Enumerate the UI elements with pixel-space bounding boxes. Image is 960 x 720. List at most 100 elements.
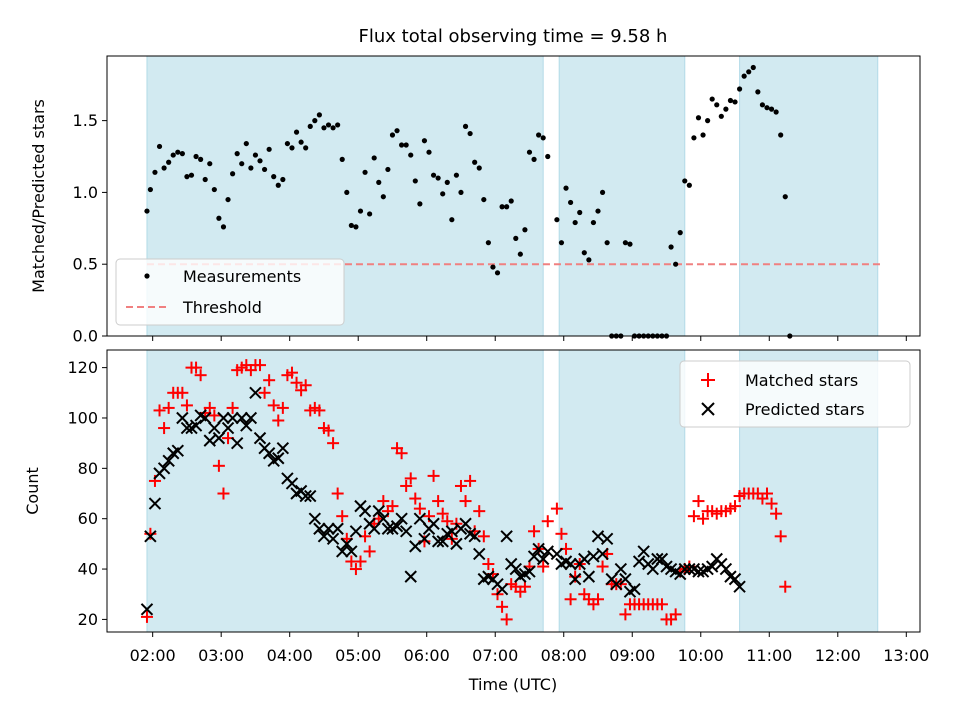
x-stroke [559,555,573,568]
x-stroke [646,562,660,576]
x-stroke [418,532,431,546]
measurement-point [261,166,268,173]
measurement-point [144,208,150,214]
matched-star-point [413,502,426,515]
x-stroke [262,447,276,460]
legend-label-predicted: Predicted stars [745,400,865,419]
measurement-point [357,208,364,214]
measurement-point [499,204,505,210]
measurement-point [586,257,592,263]
x-stroke [148,497,162,510]
matched-star-point [180,399,193,412]
x-stroke [395,512,408,525]
measurement-point [673,261,679,267]
matched-star-point [194,369,207,382]
predicted-star-point [719,562,733,576]
measurement-point [188,172,195,178]
x-stroke [587,550,600,563]
x-stroke [724,570,737,583]
predicted-star-point [637,545,650,558]
matched-star-point [496,600,509,613]
predicted-star-point [322,522,335,535]
measurement-point [252,152,259,158]
measurement-point [540,135,546,141]
x-stroke [651,552,664,566]
x-tick-label: 09:00 [609,646,655,665]
measurement-point [298,139,304,145]
legend-label-measurements: Measurements [183,267,301,286]
measurement-point [462,123,469,129]
matched-star-point [432,495,445,508]
x-stroke [527,550,541,563]
measurement-point [581,250,587,256]
x-stroke [157,462,171,475]
predicted-star-point [349,525,363,538]
x-stroke [692,565,705,578]
x-tick-label: 10:00 [678,646,724,665]
matched-star-point [729,500,742,513]
predicted-star-point [212,431,226,445]
x-stroke [664,562,678,576]
measurement-point [759,102,766,108]
predicted-star-point [262,447,276,460]
measurement-point [536,132,542,138]
predicted-star-point [692,565,705,578]
y-tick-label: 20 [78,610,98,629]
measurement-point [239,161,245,167]
matched-star-point [779,580,792,593]
measurement-point [627,241,633,247]
matched-star-point [774,530,787,543]
predicted-star-point [705,560,719,573]
matched-star-point [267,399,280,412]
legend-box [115,258,345,326]
predicted-star-point [345,545,358,558]
predicted-star-point [217,411,230,425]
x-stroke [413,512,427,525]
measurement-point [230,171,236,177]
matched-star-point [687,510,700,523]
measurement-point [768,106,775,112]
matched-star-point [349,563,362,576]
x-stroke [445,525,459,538]
matched-star-point [327,437,340,450]
x-stroke [637,545,650,558]
measurement-point [426,149,432,155]
predicted-star-point [646,562,660,576]
x-stroke [140,603,154,616]
x-tick-label: 03:00 [198,646,244,665]
x-stroke [683,562,696,576]
count-panel: 20 40 60 80 100 120 02:00 03:00 04:00 05:00 06:00… [23,349,929,694]
x-stroke [473,547,486,561]
matched-star-point [377,495,390,508]
predicted-star-point [409,540,422,553]
predicted-star-point [148,497,162,510]
y-tick-label: 1.0 [73,183,98,202]
matched-star-point [454,479,467,492]
x-axis-ticks: 02:00 03:00 04:00 05:00 06:00 07:00 08:00 09:00… [130,632,929,665]
x-stroke [468,530,481,543]
predicted-star-point [372,504,385,518]
x-stroke [705,560,719,573]
x-stroke [358,504,372,518]
predicted-star-point [733,580,746,593]
x-stroke [482,570,495,583]
predicted-star-point [377,512,390,525]
y-tick-label: 0.0 [73,327,98,346]
matched-star-point [528,525,541,538]
x-stroke [317,530,331,543]
predicted-star-point [171,444,185,457]
predicted-star-point [240,419,253,432]
measurement-point [545,153,551,160]
legend-box [679,360,911,428]
x-stroke [523,565,536,578]
predicted-star-point [308,512,322,525]
predicted-star-point [591,530,605,543]
matched-star-point [208,409,221,422]
x-stroke [532,542,545,556]
matched-star-point [459,495,472,508]
y-axis-label: Matched/Predicted stars [29,99,48,293]
predicted-star-point [162,454,175,467]
measurement-point [248,165,254,171]
x-stroke [619,572,632,586]
predicted-star-point [381,522,395,535]
